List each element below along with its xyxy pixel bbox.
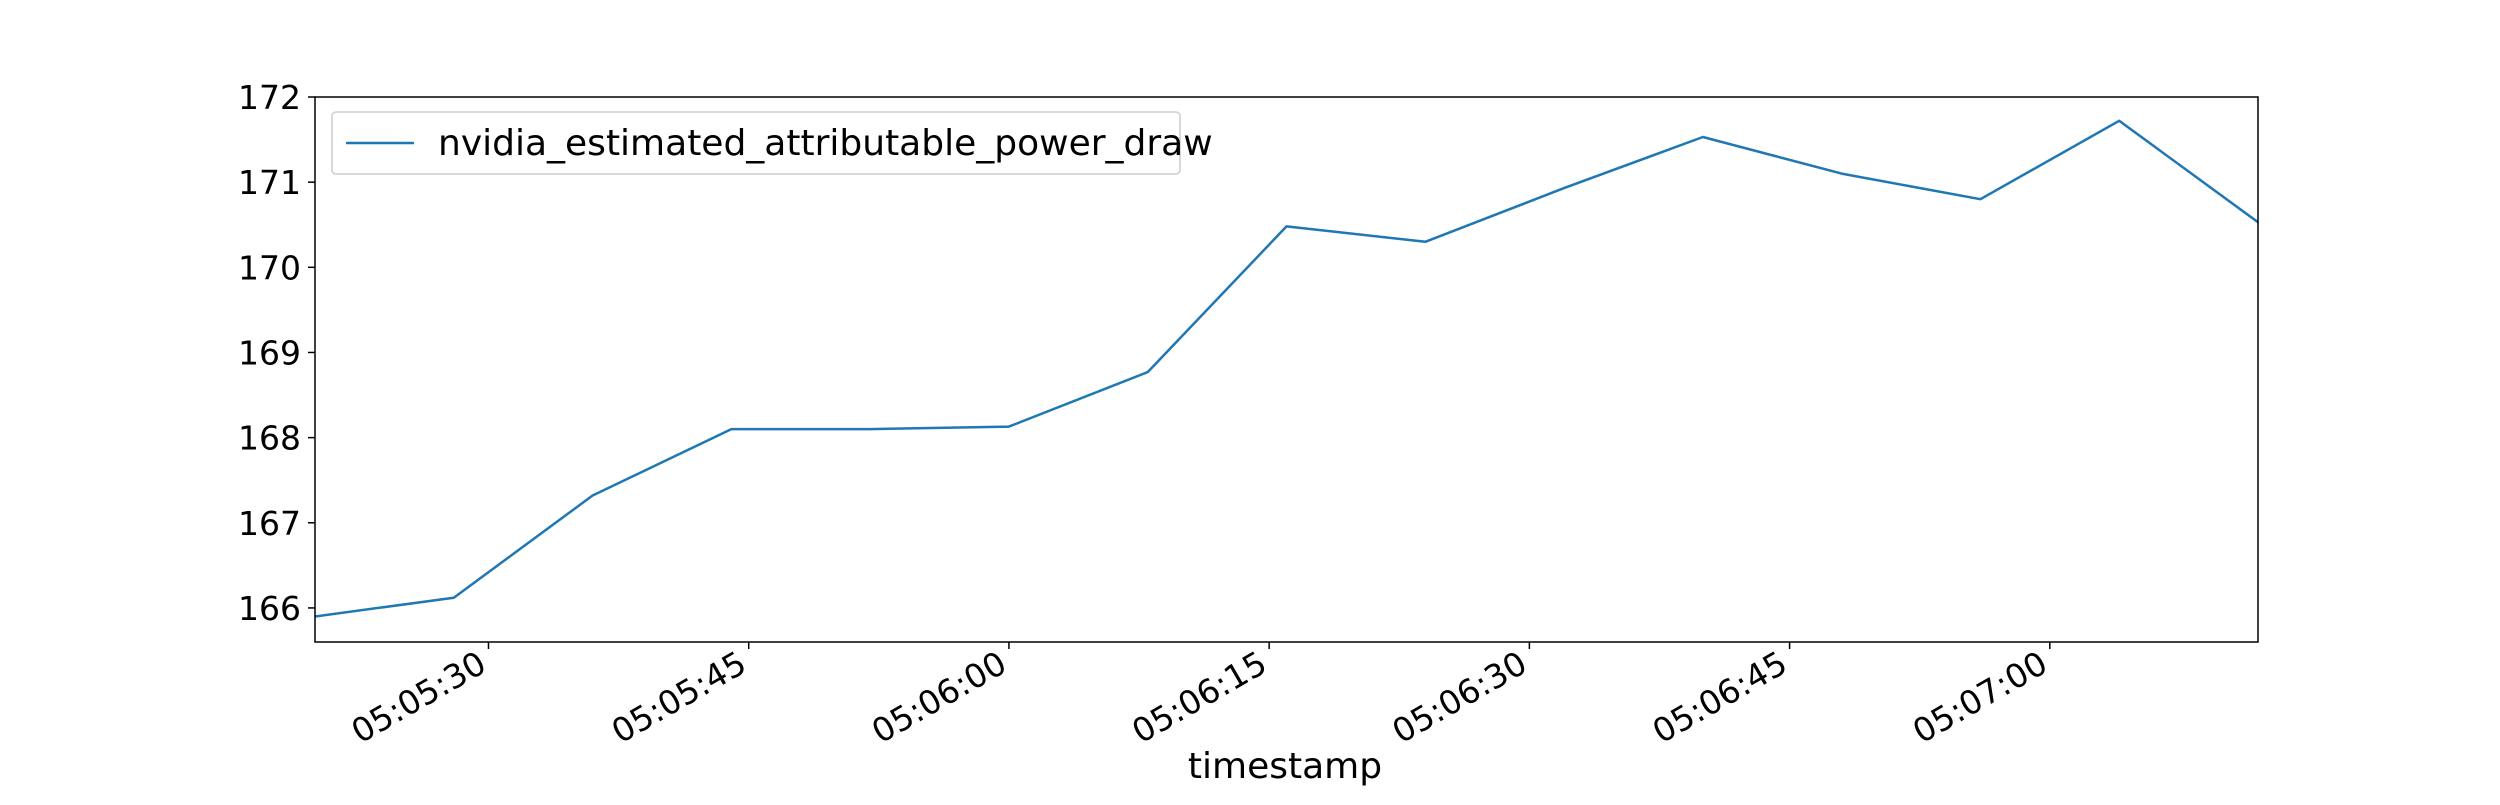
y-tick-label: 168	[238, 419, 301, 458]
x-tick-label: 05:06:15	[1125, 643, 1273, 751]
x-tick-label: 05:06:00	[865, 643, 1013, 751]
y-tick-label: 170	[238, 248, 301, 287]
x-tick-label: 05:06:30	[1386, 643, 1534, 751]
y-tick-label: 171	[238, 163, 301, 202]
y-tick-label: 169	[238, 333, 301, 372]
x-tick-label: 05:07:00	[1906, 643, 2054, 751]
legend-frame	[331, 111, 1181, 175]
plot-frame	[314, 96, 2259, 643]
y-tick-label: 172	[238, 78, 301, 117]
x-tick-label: 05:06:45	[1646, 643, 1794, 751]
legend: nvidia_estimated_attributable_power_draw	[331, 111, 1213, 175]
x-axis-label: timestamp	[1188, 746, 1382, 787]
x-tick-label: 05:05:45	[605, 643, 753, 751]
legend-label: nvidia_estimated_attributable_power_draw	[438, 123, 1213, 164]
y-tick-label: 166	[238, 589, 301, 628]
series-line-0	[315, 119, 2258, 618]
y-tick-label: 167	[238, 504, 301, 543]
x-tick-label: 05:05:30	[345, 643, 493, 751]
